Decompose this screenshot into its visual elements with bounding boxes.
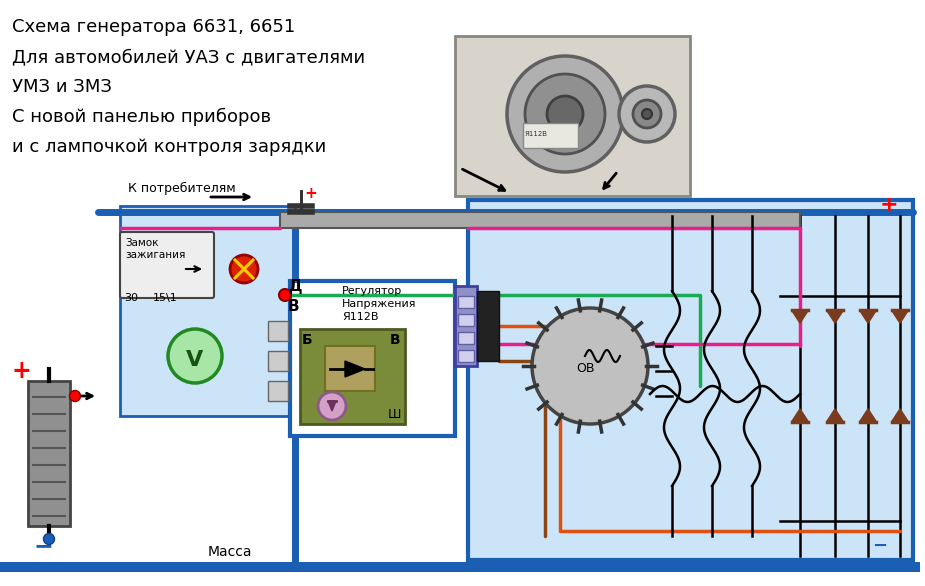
Bar [268,351,288,371]
Bar [477,291,499,361]
Text: Я112В: Я112В [525,131,548,137]
Text: Ш: Ш [388,408,401,421]
Circle shape [532,308,648,424]
Text: Д: Д [288,279,302,294]
Text: и с лампочкой контроля зарядки: и с лампочкой контроля зарядки [12,138,327,156]
Text: Регулятор
Напряжения
Я112В: Регулятор Напряжения Я112В [342,286,416,322]
Text: +: + [880,195,898,215]
Text: +: + [304,186,316,201]
Text: В: В [288,299,300,314]
Text: −: − [33,534,53,558]
Bar [523,123,578,148]
Bar [458,296,474,308]
Polygon shape [859,409,877,422]
Circle shape [168,329,222,383]
Polygon shape [345,361,365,377]
Text: ОВ: ОВ [576,362,595,375]
Circle shape [633,100,661,128]
Bar [0,562,920,572]
Text: Масса: Масса [208,545,253,559]
Text: +: + [12,359,31,383]
Circle shape [525,74,605,154]
Bar [458,332,474,344]
Circle shape [642,109,652,119]
Bar [120,206,295,416]
Bar [268,321,288,341]
Polygon shape [859,310,877,323]
Text: К потребителям: К потребителям [128,182,236,195]
Polygon shape [892,409,908,422]
Bar [458,314,474,326]
Text: 15\1: 15\1 [153,293,178,303]
Circle shape [69,390,80,401]
Bar [455,36,690,196]
Circle shape [230,255,258,283]
Bar [325,346,375,391]
Circle shape [279,289,291,301]
Circle shape [547,96,583,132]
Circle shape [507,56,623,172]
Circle shape [318,392,346,420]
Polygon shape [827,310,844,323]
Bar [280,212,800,228]
Bar [468,200,913,560]
Bar [28,381,70,526]
Circle shape [43,533,55,544]
Polygon shape [792,310,808,323]
Text: С новой панелью приборов: С новой панелью приборов [12,108,271,126]
Bar [458,350,474,362]
Text: −: − [872,537,887,555]
Bar [268,381,288,401]
Polygon shape [792,409,808,422]
Text: Б: Б [302,333,313,347]
Polygon shape [328,401,336,411]
Polygon shape [892,310,908,323]
Bar [300,329,405,424]
Text: Замок
зажигания: Замок зажигания [125,238,185,260]
Circle shape [619,86,675,142]
FancyBboxPatch shape [120,232,214,298]
Text: В: В [390,333,401,347]
Text: Для автомобилей УАЗ с двигателями: Для автомобилей УАЗ с двигателями [12,48,365,66]
Bar [455,286,477,366]
Text: Схема генератора 6631, 6651: Схема генератора 6631, 6651 [12,18,295,36]
Polygon shape [827,409,844,422]
Text: 30: 30 [124,293,138,303]
Text: УМЗ и ЗМЗ: УМЗ и ЗМЗ [12,78,112,96]
Bar [290,281,455,436]
Text: V: V [186,350,204,370]
